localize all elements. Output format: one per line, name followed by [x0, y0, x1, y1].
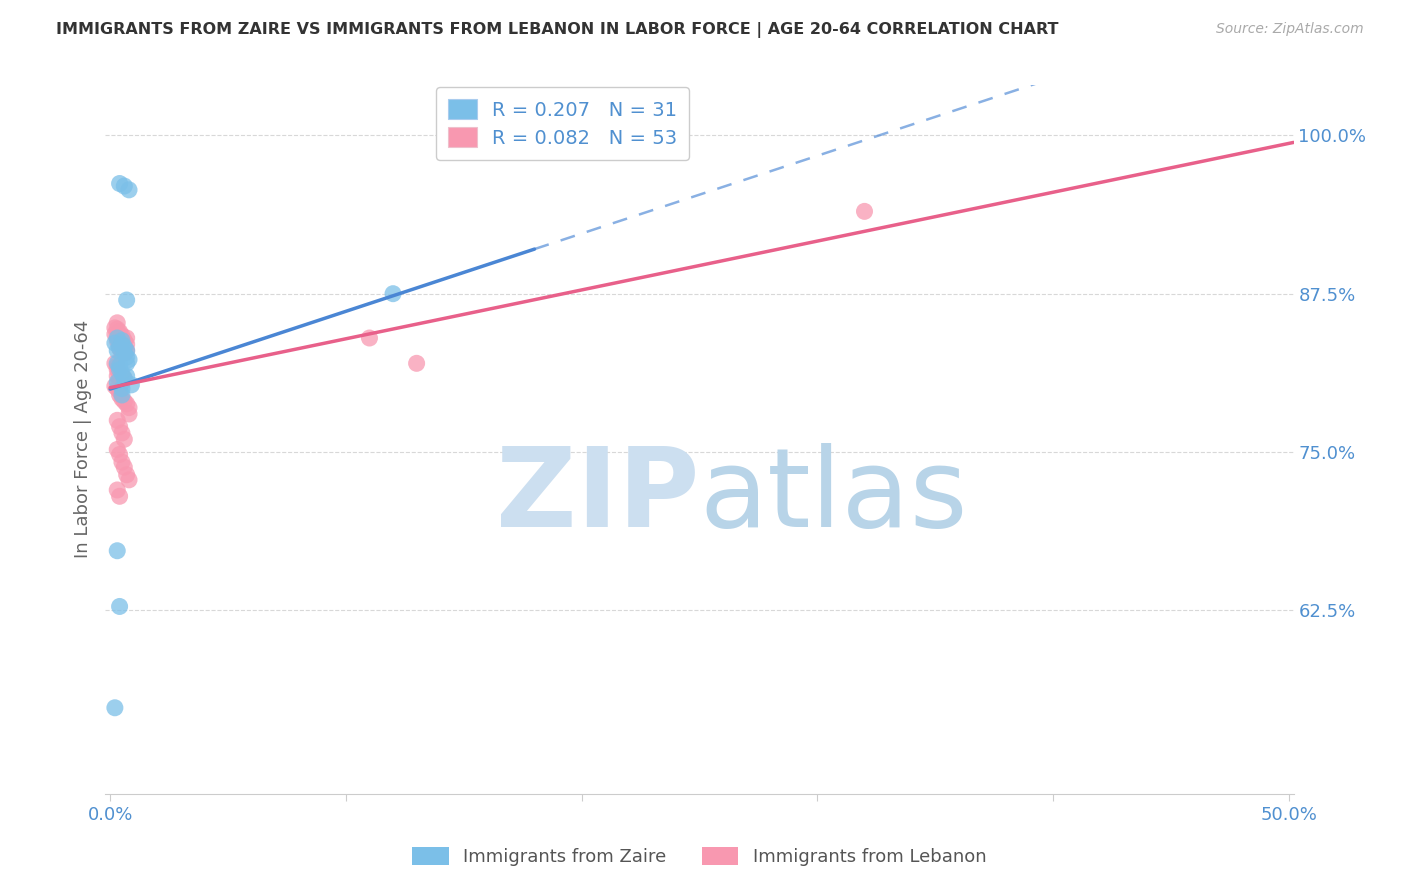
- Point: [112, 334, 135, 348]
- Text: Source: ZipAtlas.com: Source: ZipAtlas.com: [1216, 22, 1364, 37]
- Point: [122, 847, 145, 862]
- Point: [108, 337, 131, 351]
- Point: [115, 337, 138, 351]
- Point: [115, 369, 138, 384]
- Point: [111, 328, 134, 343]
- Point: [104, 336, 127, 351]
- Point: [112, 340, 135, 354]
- Text: atlas: atlas: [700, 442, 967, 549]
- Point: [108, 341, 131, 355]
- Point: [111, 334, 134, 348]
- Point: [105, 356, 128, 370]
- Point: [382, 286, 405, 301]
- Point: [112, 433, 135, 447]
- Point: [108, 325, 131, 339]
- Point: [405, 356, 427, 370]
- Point: [112, 460, 135, 475]
- Point: [111, 369, 134, 384]
- Point: [105, 316, 128, 330]
- Point: [108, 177, 131, 191]
- Point: [115, 293, 138, 307]
- Point: [105, 442, 128, 457]
- Text: IMMIGRANTS FROM ZAIRE VS IMMIGRANTS FROM LEBANON IN LABOR FORCE | AGE 20-64 CORR: IMMIGRANTS FROM ZAIRE VS IMMIGRANTS FROM…: [56, 22, 1059, 38]
- Point: [118, 401, 141, 415]
- Point: [105, 322, 128, 336]
- Point: [104, 700, 127, 714]
- Point: [111, 367, 134, 381]
- Point: [108, 419, 131, 434]
- Y-axis label: In Labor Force | Age 20-64: In Labor Force | Age 20-64: [73, 320, 91, 558]
- Point: [112, 371, 135, 385]
- Point: [115, 350, 138, 364]
- Point: [115, 356, 138, 370]
- Text: ZIP: ZIP: [496, 442, 700, 549]
- Point: [108, 371, 131, 385]
- Point: [112, 346, 135, 360]
- Point: [105, 328, 128, 343]
- Point: [108, 599, 131, 614]
- Point: [104, 321, 127, 335]
- Point: [105, 483, 128, 497]
- Point: [108, 367, 131, 381]
- Point: [108, 341, 131, 355]
- Point: [111, 334, 134, 348]
- Point: [105, 376, 128, 390]
- Legend: Immigrants from Zaire, Immigrants from Lebanon: Immigrants from Zaire, Immigrants from L…: [405, 839, 994, 873]
- Point: [120, 377, 142, 392]
- Point: [108, 448, 131, 462]
- Point: [111, 340, 134, 354]
- Point: [105, 382, 128, 396]
- Point: [115, 331, 138, 345]
- Point: [111, 337, 134, 351]
- Point: [111, 455, 134, 469]
- Point: [105, 334, 128, 348]
- Point: [108, 489, 131, 503]
- Point: [105, 343, 128, 358]
- Point: [111, 346, 134, 360]
- Point: [115, 397, 138, 411]
- Point: [105, 369, 128, 384]
- Point: [359, 331, 381, 345]
- Point: [104, 327, 127, 342]
- Point: [111, 392, 134, 406]
- Point: [111, 382, 134, 396]
- Point: [115, 343, 138, 358]
- Point: [115, 467, 138, 482]
- Point: [112, 346, 135, 360]
- Point: [111, 388, 134, 402]
- Point: [112, 394, 135, 409]
- Point: [112, 340, 135, 354]
- Point: [111, 376, 134, 390]
- Point: [111, 425, 134, 440]
- Point: [104, 379, 127, 393]
- Point: [112, 179, 135, 194]
- Point: [118, 352, 141, 367]
- Point: [112, 371, 135, 385]
- Point: [105, 359, 128, 373]
- Point: [108, 359, 131, 373]
- Point: [853, 204, 876, 219]
- Point: [108, 384, 131, 399]
- Point: [118, 183, 141, 197]
- Point: [108, 331, 131, 345]
- Point: [118, 473, 141, 487]
- Point: [105, 362, 128, 376]
- Point: [104, 356, 127, 370]
- Point: [115, 343, 138, 358]
- Point: [105, 413, 128, 427]
- Point: [105, 543, 128, 558]
- Point: [108, 362, 131, 376]
- Point: [118, 407, 141, 421]
- Point: [105, 331, 128, 345]
- Point: [108, 388, 131, 402]
